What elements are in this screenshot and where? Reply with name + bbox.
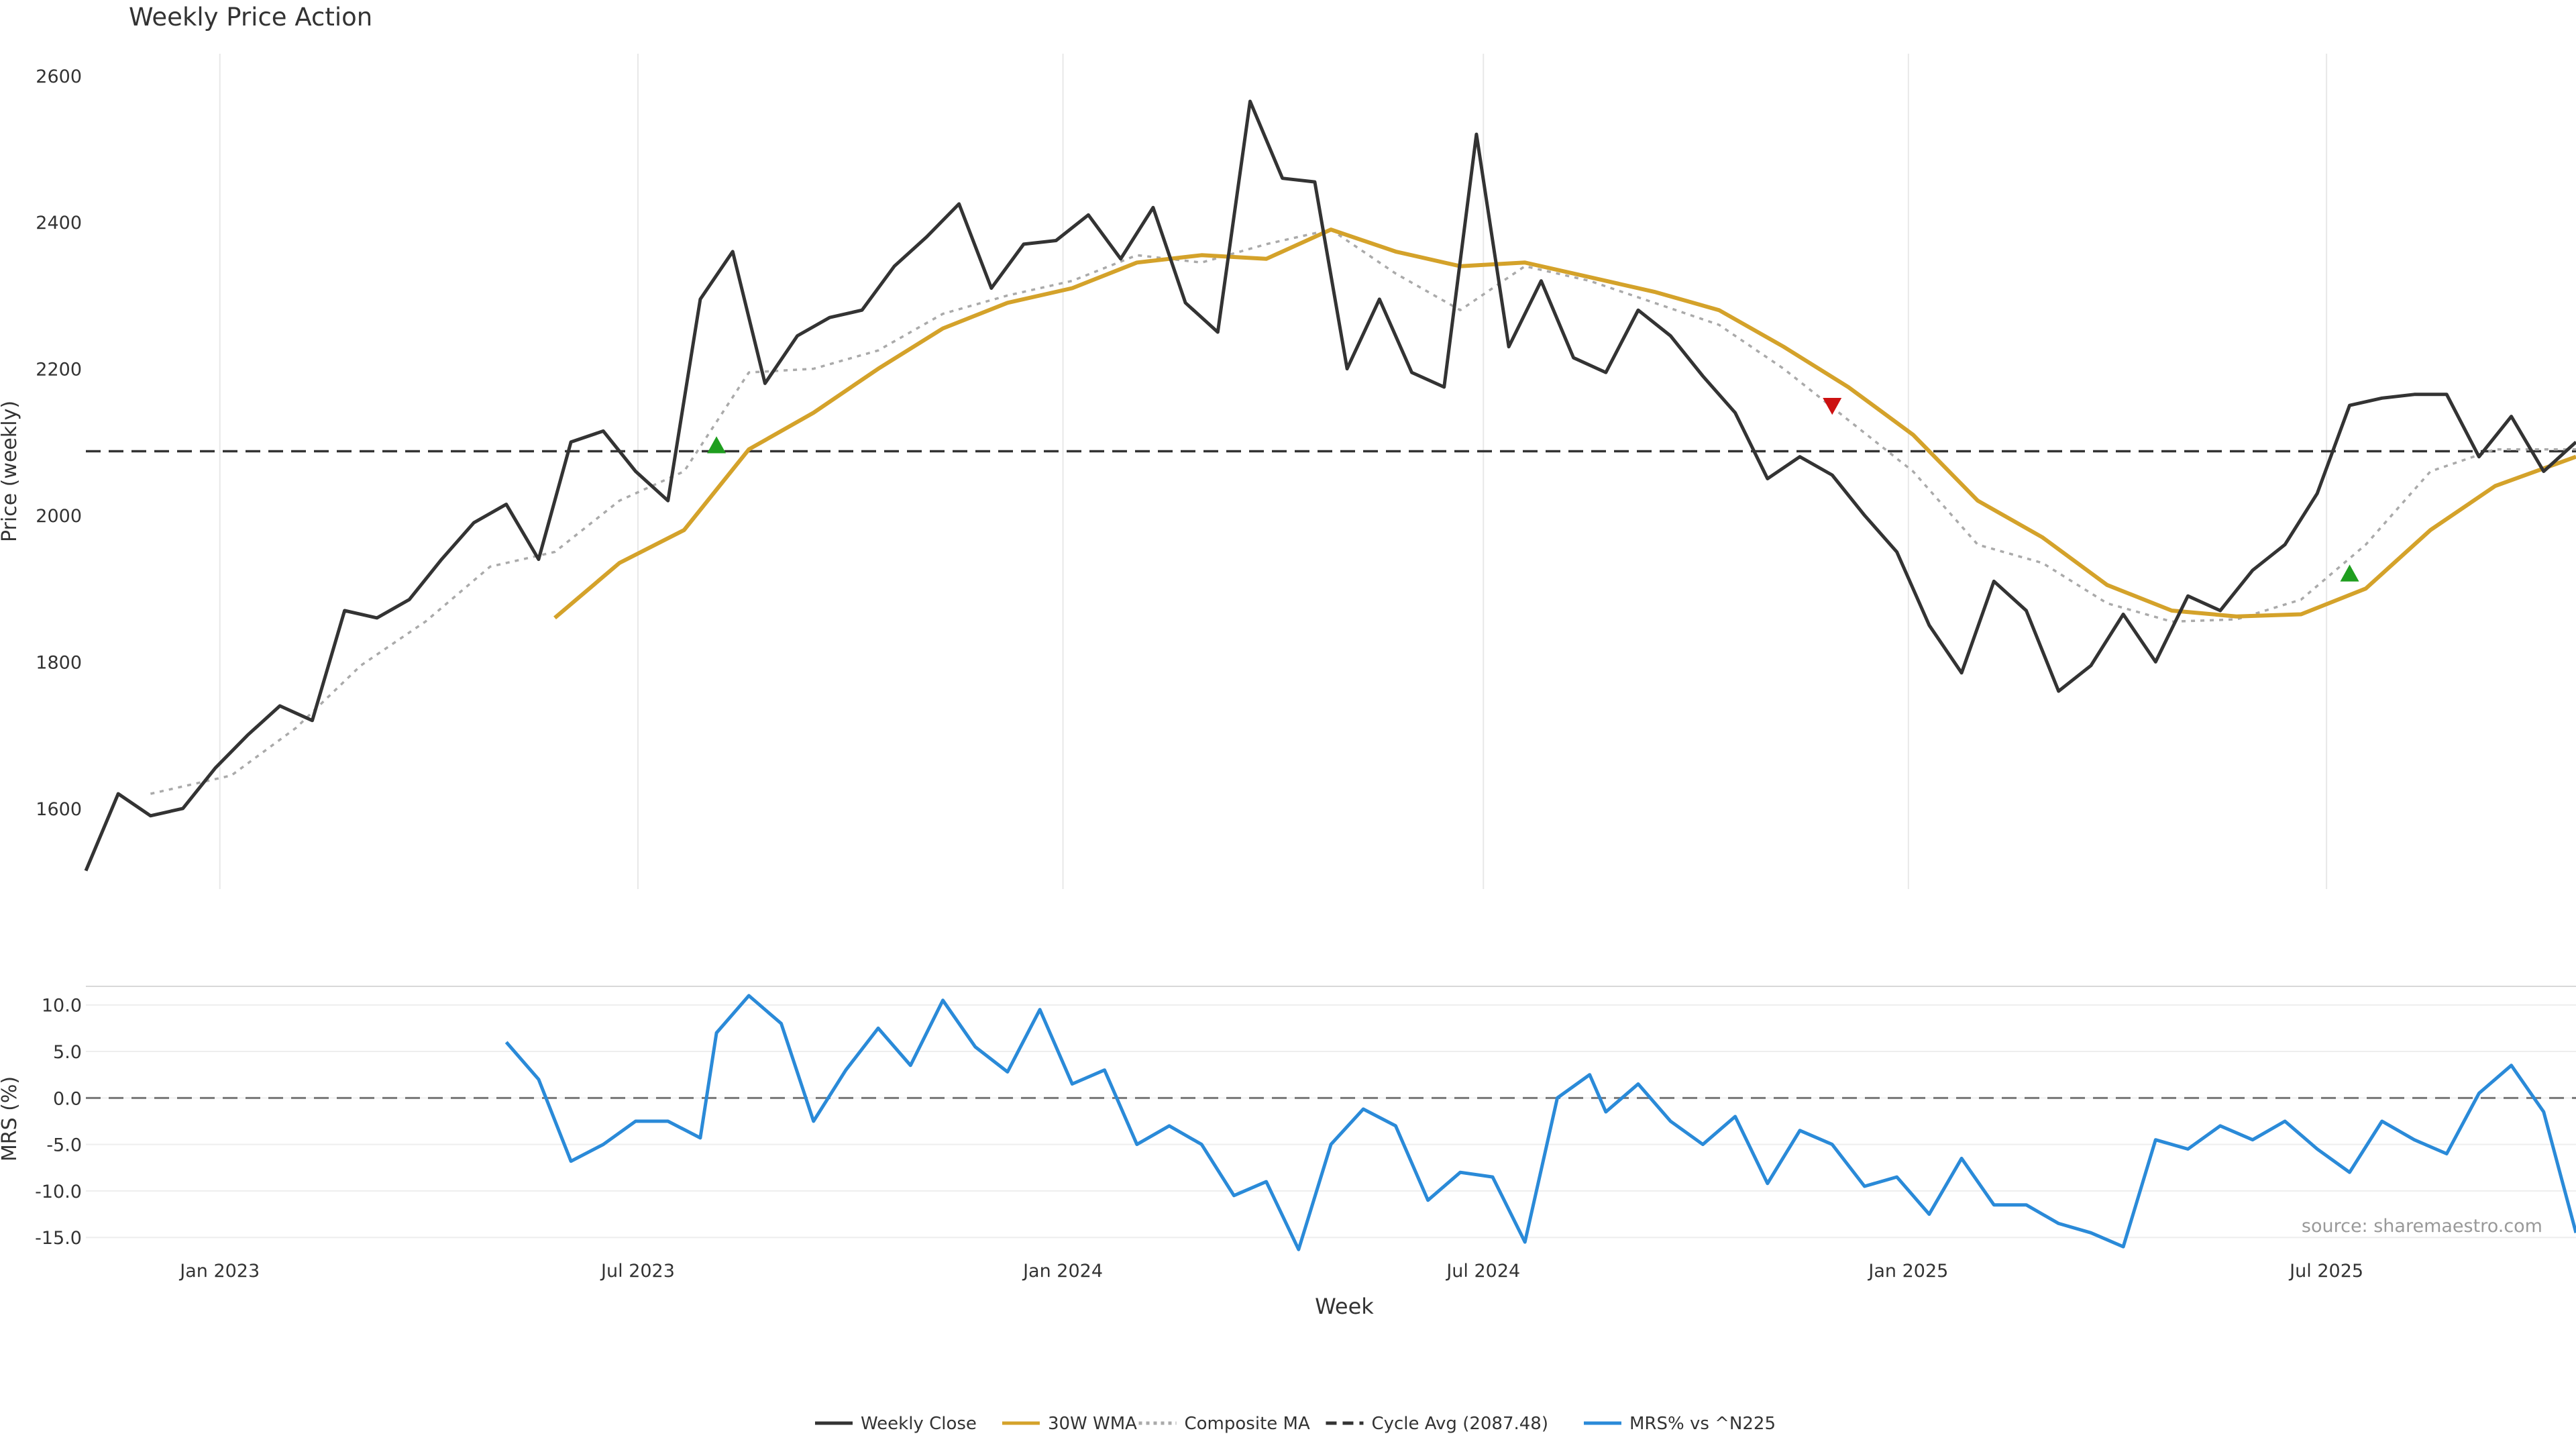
x-tick-label: Jan 2025 xyxy=(1867,1261,1948,1282)
weekly-close-line xyxy=(84,99,2576,872)
mrs-y-tick-label: 5.0 xyxy=(53,1042,82,1063)
price-y-tick-label: 1600 xyxy=(36,799,82,820)
mrs-y-axis-label: MRS (%) xyxy=(0,1076,21,1161)
legend-label: Cycle Avg (2087.48) xyxy=(1371,1414,1548,1434)
mrs-y-tick-label: -5.0 xyxy=(46,1135,82,1156)
legend-item: Composite MA xyxy=(1138,1414,1310,1434)
x-tick-label: Jul 2024 xyxy=(1445,1261,1520,1282)
wma-30w-line xyxy=(553,227,2576,620)
mrs-y-tick-label: 0.0 xyxy=(53,1088,82,1109)
buy-signal-marker xyxy=(707,436,727,454)
sell-signal-marker xyxy=(1823,398,1842,415)
x-tick-label: Jul 2023 xyxy=(600,1261,675,1282)
legend-item: Weekly Close xyxy=(814,1414,977,1434)
price-y-tick-label: 1800 xyxy=(36,652,82,673)
price-y-tick-label: 2600 xyxy=(36,66,82,87)
mrs-y-tick-label: -10.0 xyxy=(35,1182,82,1202)
price-y-tick-label: 2200 xyxy=(36,360,82,380)
x-tick-label: Jul 2025 xyxy=(2288,1261,2363,1282)
price-panel: 1600 1800 2000 2200 2400 2600 Price (weekly) xyxy=(0,54,2576,889)
legend-label: MRS% vs ^N225 xyxy=(1629,1414,1776,1434)
legend-label: Composite MA xyxy=(1185,1414,1310,1434)
legend-item: Cycle Avg (2087.48) xyxy=(1326,1414,1548,1434)
x-tick-label: Jan 2024 xyxy=(1022,1261,1103,1282)
chart-title: Weekly Price Action xyxy=(129,3,373,32)
legend-item: 30W WMA xyxy=(1002,1414,1137,1434)
x-tick-label: Jan 2023 xyxy=(178,1261,260,1282)
source-annotation: source: sharemaestro.com xyxy=(2302,1216,2542,1237)
price-y-axis-label: Price (weekly) xyxy=(0,401,21,542)
mrs-y-tick-label: 10.0 xyxy=(42,996,82,1017)
mrs-line xyxy=(504,994,2576,1251)
composite-ma-line xyxy=(150,228,2576,795)
legend: Weekly Close 30W WMA Composite MA Cycle Avg… xyxy=(814,1414,1776,1434)
price-y-tick-label: 2400 xyxy=(36,213,82,234)
legend-label: 30W WMA xyxy=(1048,1414,1137,1434)
mrs-panel: 10.0 5.0 0.0 -5.0 -10.0 -15.0 MRS (%) source: s… xyxy=(0,986,2576,1319)
mrs-y-tick-label: -15.0 xyxy=(35,1228,82,1249)
x-axis-label: Week xyxy=(1315,1294,1374,1319)
buy-signal-marker xyxy=(2340,564,2359,582)
legend-label: Weekly Close xyxy=(861,1414,977,1434)
legend-item: MRS% vs ^N225 xyxy=(1583,1414,1776,1434)
price-y-tick-label: 2000 xyxy=(36,506,82,527)
